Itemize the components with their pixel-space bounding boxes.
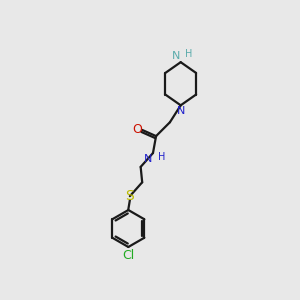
Text: H: H [158,152,166,162]
Text: H: H [184,49,192,59]
Text: N: N [176,106,185,116]
Text: N: N [172,51,180,62]
Text: N: N [144,154,152,164]
Text: S: S [125,189,134,203]
Text: O: O [133,123,142,136]
Text: Cl: Cl [122,249,134,262]
